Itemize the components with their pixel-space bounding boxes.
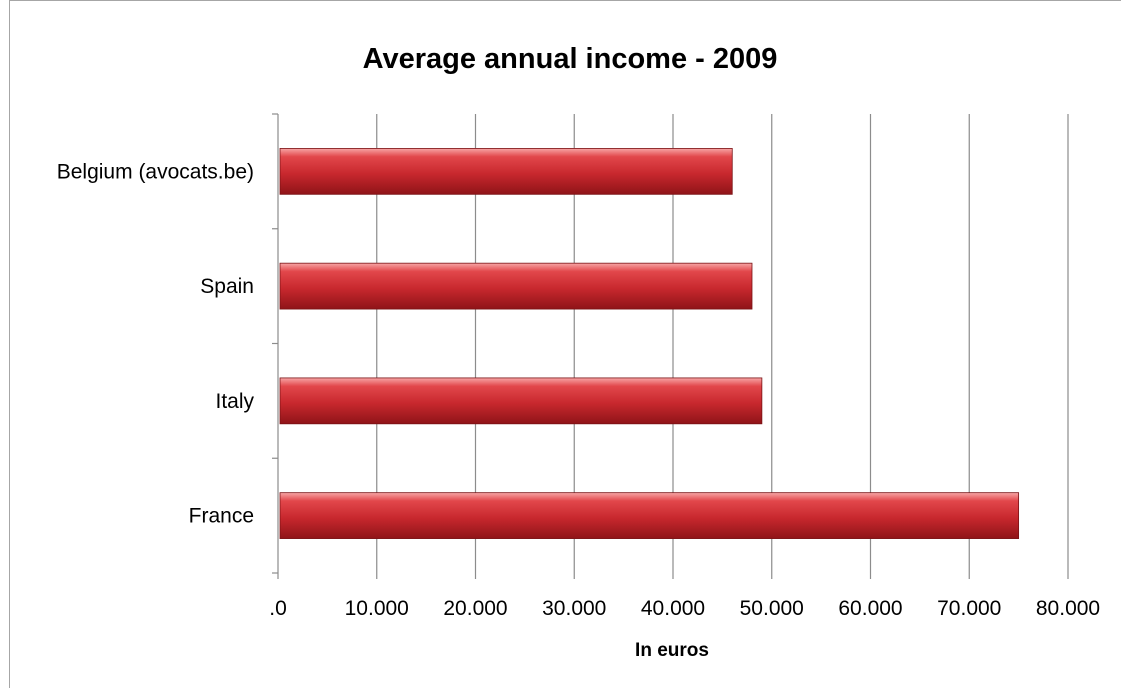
bar	[279, 492, 1020, 539]
axes	[272, 113, 1069, 579]
x-axis-title: In euros	[635, 640, 709, 661]
bar	[279, 262, 753, 310]
chart-frame	[9, 0, 1121, 688]
chart-title: Average annual income - 2009	[363, 43, 778, 75]
tick-labels: .0 10.000 20.000 30.000 40.000 50.000 60.000 70…	[57, 160, 1100, 620]
x-tick-label: 40.000	[641, 597, 705, 620]
x-tick-label: 80.000	[1036, 597, 1100, 620]
x-tick-label: .0	[269, 597, 287, 620]
bars	[279, 148, 1020, 539]
bar	[279, 148, 733, 195]
x-tick-label: 60.000	[838, 597, 902, 620]
x-tick-label: 10.000	[345, 597, 409, 620]
y-category-label: Belgium (avocats.be)	[57, 160, 254, 183]
y-category-label: Italy	[215, 390, 254, 413]
y-category-label: Spain	[200, 275, 254, 298]
x-tick-label: 20.000	[443, 597, 507, 620]
bar	[279, 377, 763, 425]
x-tick-label: 30.000	[542, 597, 606, 620]
x-tick-label: 70.000	[937, 597, 1001, 620]
y-category-label: France	[189, 505, 254, 528]
x-tick-label: 50.000	[740, 597, 804, 620]
